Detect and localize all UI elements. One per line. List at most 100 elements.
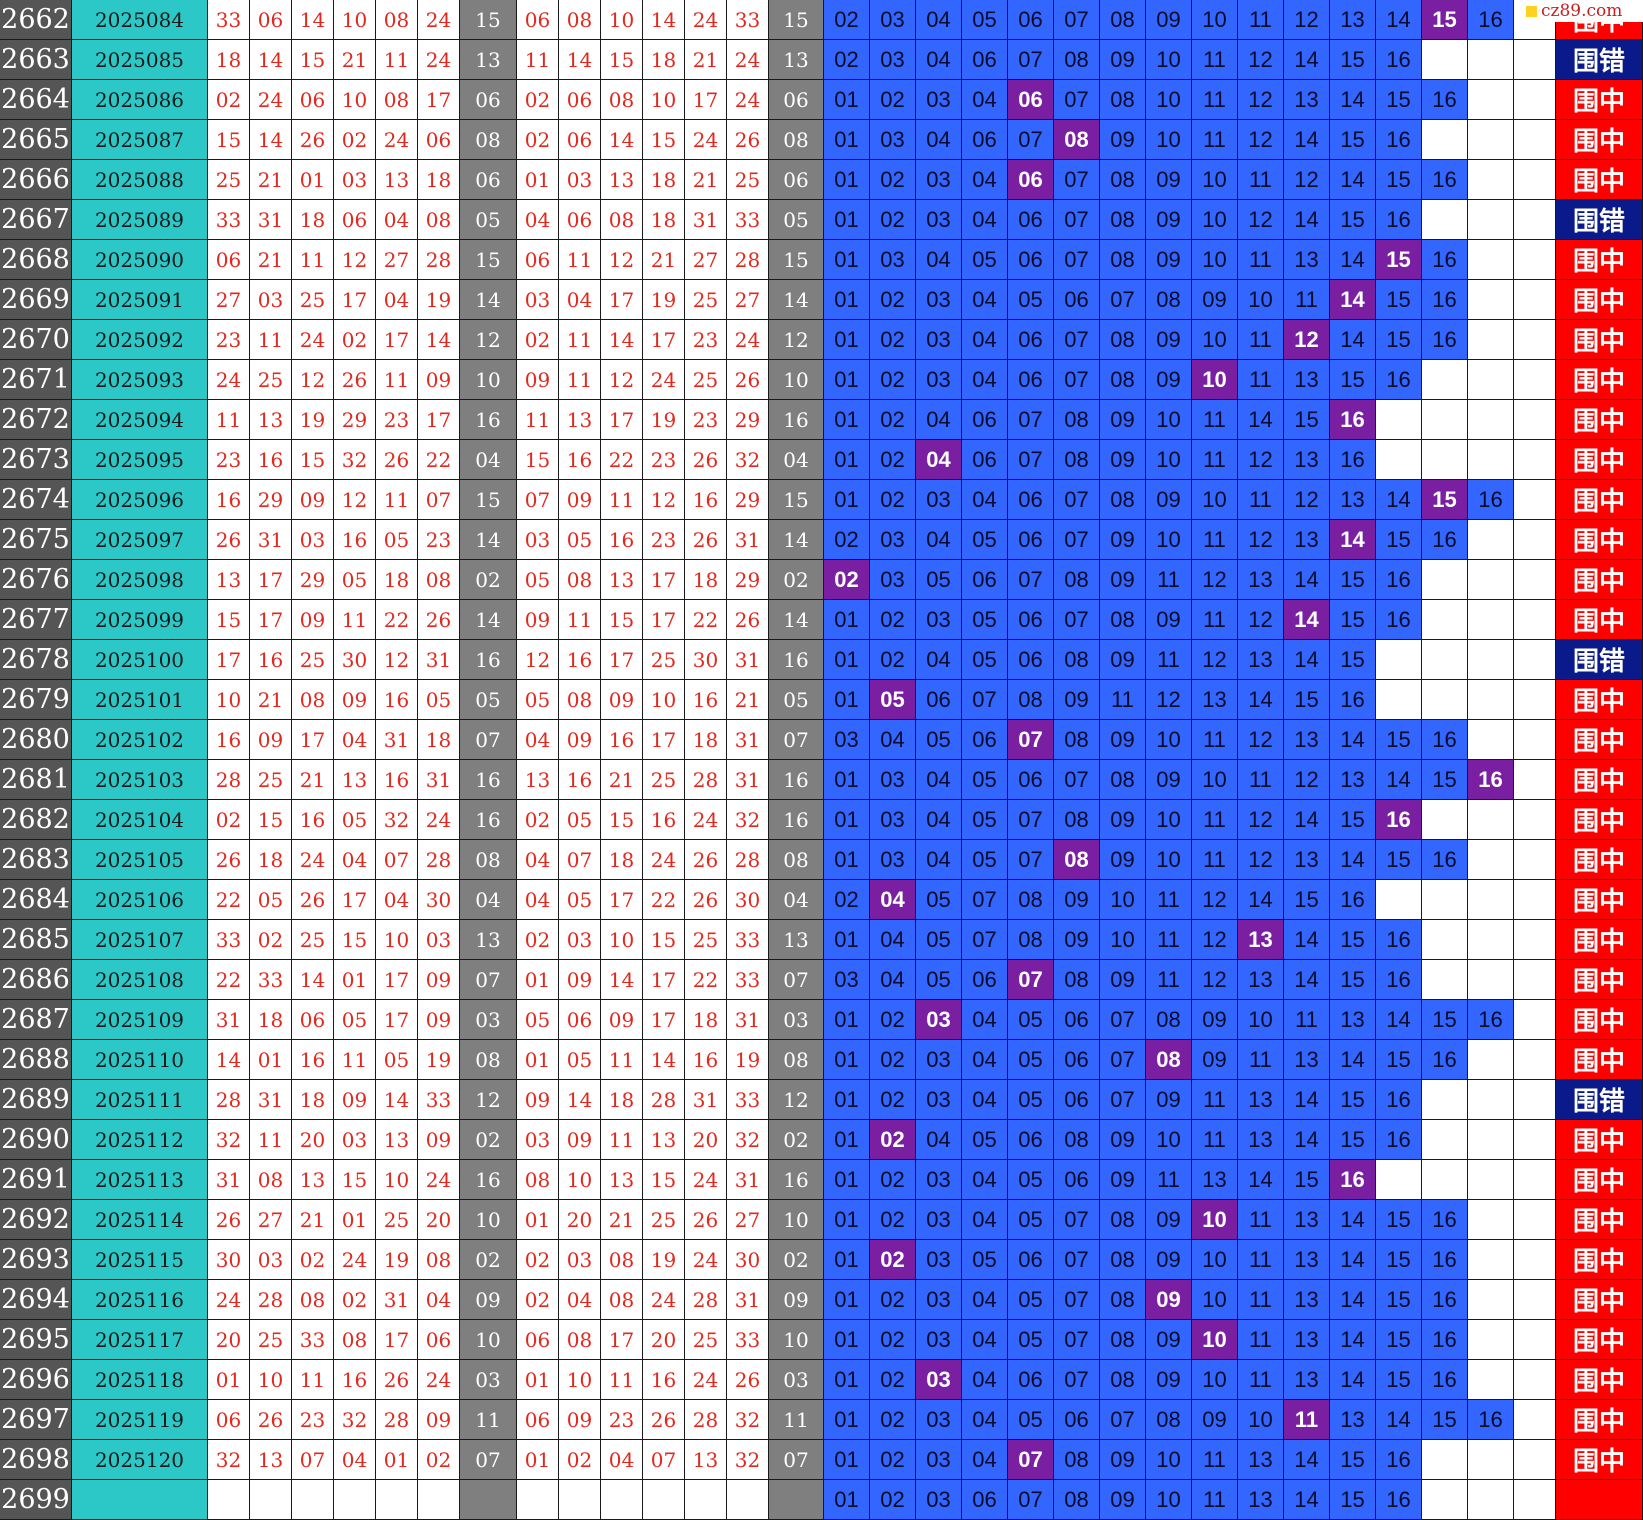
pick-number: 09 bbox=[1192, 1400, 1238, 1440]
sorted-number bbox=[643, 1480, 685, 1520]
key-number: 05 bbox=[460, 680, 517, 720]
draw-number: 07 bbox=[418, 480, 460, 520]
draw-number: 31 bbox=[376, 720, 418, 760]
pick-empty bbox=[1422, 360, 1468, 400]
pick-number: 14 bbox=[1330, 720, 1376, 760]
draw-number: 02 bbox=[334, 320, 376, 360]
sorted-number: 09 bbox=[559, 960, 601, 1000]
pick-empty bbox=[1468, 1120, 1514, 1160]
hit-number: 15 bbox=[1376, 240, 1422, 280]
spacer-cell bbox=[1514, 1480, 1556, 1520]
pick-empty bbox=[1468, 80, 1514, 120]
pick-number: 10 bbox=[1146, 800, 1192, 840]
pick-number: 07 bbox=[1054, 80, 1100, 120]
pick-number: 08 bbox=[1100, 80, 1146, 120]
status-badge: 围中 bbox=[1556, 800, 1643, 840]
key-number-repeat: 08 bbox=[769, 120, 824, 160]
pick-number: 15 bbox=[1330, 1440, 1376, 1480]
pick-number: 14 bbox=[1330, 80, 1376, 120]
draw-number: 15 bbox=[292, 440, 334, 480]
key-number: 03 bbox=[460, 1000, 517, 1040]
pick-empty bbox=[1468, 1440, 1514, 1480]
sorted-number: 24 bbox=[727, 80, 769, 120]
pick-number: 02 bbox=[870, 480, 916, 520]
sorted-number: 19 bbox=[643, 400, 685, 440]
key-number: 10 bbox=[460, 1320, 517, 1360]
hit-number: 13 bbox=[1238, 920, 1284, 960]
pick-number: 15 bbox=[1376, 1320, 1422, 1360]
hit-number: 16 bbox=[1376, 800, 1422, 840]
sorted-number: 23 bbox=[643, 440, 685, 480]
pick-number: 11 bbox=[1238, 1280, 1284, 1320]
pick-number: 09 bbox=[1146, 240, 1192, 280]
pick-number: 01 bbox=[824, 1160, 870, 1200]
sorted-number: 04 bbox=[517, 200, 559, 240]
sorted-number: 17 bbox=[601, 880, 643, 920]
table-row: 2668 2025090 06 21 11 12 27 28 15 06 11 12 21 27 28 15 0… bbox=[0, 240, 1643, 280]
sorted-number: 15 bbox=[517, 440, 559, 480]
sorted-number: 25 bbox=[643, 760, 685, 800]
pick-number: 02 bbox=[870, 1360, 916, 1400]
draw-number: 12 bbox=[292, 360, 334, 400]
pick-number: 09 bbox=[1146, 1360, 1192, 1400]
hit-number: 03 bbox=[916, 1000, 962, 1040]
sorted-number: 29 bbox=[727, 560, 769, 600]
hit-number: 02 bbox=[870, 1240, 916, 1280]
sorted-number: 16 bbox=[685, 1040, 727, 1080]
draw-number: 20 bbox=[208, 1320, 250, 1360]
key-number: 06 bbox=[460, 160, 517, 200]
sorted-number bbox=[727, 1480, 769, 1520]
sorted-number: 17 bbox=[643, 1000, 685, 1040]
pick-empty bbox=[1376, 680, 1422, 720]
pick-number: 02 bbox=[870, 400, 916, 440]
pick-number: 05 bbox=[1008, 280, 1054, 320]
issue-number: 2025108 bbox=[72, 960, 208, 1000]
draw-number: 16 bbox=[334, 1360, 376, 1400]
sorted-number: 26 bbox=[643, 1400, 685, 1440]
pick-number: 05 bbox=[962, 240, 1008, 280]
draw-number: 16 bbox=[334, 520, 376, 560]
pick-number: 16 bbox=[1422, 1280, 1468, 1320]
status-badge: 围错 bbox=[1556, 200, 1643, 240]
pick-number: 07 bbox=[1100, 280, 1146, 320]
sorted-number: 09 bbox=[559, 1400, 601, 1440]
pick-number: 13 bbox=[1284, 1320, 1330, 1360]
pick-number: 14 bbox=[1238, 680, 1284, 720]
sorted-number: 18 bbox=[685, 560, 727, 600]
status-badge: 围中 bbox=[1556, 1280, 1643, 1320]
pick-number: 10 bbox=[1100, 920, 1146, 960]
pick-number: 09 bbox=[1100, 560, 1146, 600]
table-row: 2692 2025114 26 27 21 01 25 20 10 01 20 21 25 26 27 10 0… bbox=[0, 1200, 1643, 1240]
sorted-number: 04 bbox=[601, 1440, 643, 1480]
pick-number: 04 bbox=[962, 280, 1008, 320]
pick-number: 14 bbox=[1330, 240, 1376, 280]
pick-number: 05 bbox=[1008, 1200, 1054, 1240]
pick-number: 07 bbox=[1008, 1480, 1054, 1520]
sorted-number: 14 bbox=[559, 1080, 601, 1120]
draw-number: 18 bbox=[418, 720, 460, 760]
spacer-cell bbox=[1514, 1160, 1556, 1200]
draw-number: 03 bbox=[250, 280, 292, 320]
spacer-cell bbox=[1514, 1200, 1556, 1240]
sorted-number: 03 bbox=[559, 1240, 601, 1280]
table-row: 2677 2025099 15 17 09 11 22 26 14 09 11 15 17 22 26 14 0… bbox=[0, 600, 1643, 640]
draw-number: 24 bbox=[250, 80, 292, 120]
sorted-number: 17 bbox=[643, 960, 685, 1000]
pick-number: 06 bbox=[1054, 280, 1100, 320]
row-index: 2670 bbox=[0, 320, 72, 360]
pick-number: 03 bbox=[916, 480, 962, 520]
sorted-number: 31 bbox=[727, 1000, 769, 1040]
draw-number: 22 bbox=[208, 880, 250, 920]
pick-number: 01 bbox=[824, 1400, 870, 1440]
sorted-number: 23 bbox=[685, 400, 727, 440]
issue-number: 2025114 bbox=[72, 1200, 208, 1240]
pick-number: 13 bbox=[1238, 960, 1284, 1000]
key-number: 11 bbox=[460, 1400, 517, 1440]
sorted-number: 27 bbox=[727, 280, 769, 320]
sorted-number: 10 bbox=[601, 0, 643, 40]
pick-number: 07 bbox=[1054, 480, 1100, 520]
sorted-number: 24 bbox=[685, 1360, 727, 1400]
pick-number: 10 bbox=[1146, 720, 1192, 760]
pick-empty bbox=[1422, 600, 1468, 640]
pick-empty bbox=[1468, 40, 1514, 80]
